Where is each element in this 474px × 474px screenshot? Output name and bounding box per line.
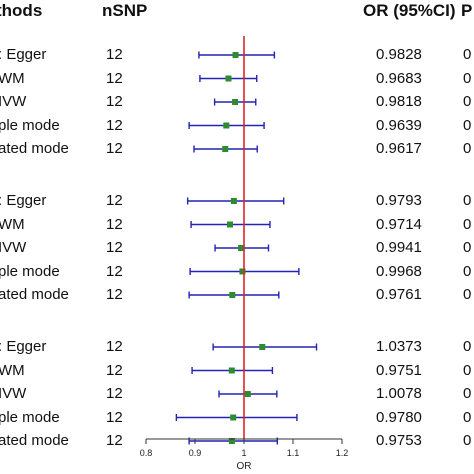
x-tick-label: 1 — [241, 448, 246, 458]
method-label: ple mode — [0, 408, 60, 426]
or-value: 0.9683 — [376, 69, 422, 87]
p-value: 0 — [463, 215, 472, 233]
point-estimate — [222, 146, 229, 152]
nsnp-value: 12 — [106, 262, 123, 280]
method-label: ple mode — [0, 116, 60, 134]
p-value: 0 — [463, 93, 472, 110]
p-value: 0 — [463, 432, 472, 449]
or-value: 0.9818 — [376, 93, 422, 110]
or-value: 0.9761 — [376, 286, 422, 303]
or-value: 0.9828 — [376, 46, 422, 63]
nsnp-value: 12 — [106, 239, 123, 256]
point-estimate — [244, 391, 251, 397]
nsnp-value: 12 — [106, 69, 123, 87]
nsnp-value: 12 — [106, 93, 123, 110]
point-estimate — [232, 52, 239, 58]
method-label: WM — [0, 361, 25, 379]
p-value: 0 — [463, 69, 472, 87]
nsnp-value: 12 — [106, 140, 123, 157]
nsnp-value: 12 — [106, 286, 123, 303]
nsnp-value: 12 — [106, 192, 123, 209]
nsnp-value: 12 — [106, 361, 123, 379]
or-value: 1.0373 — [376, 338, 422, 355]
or-value: 0.9751 — [376, 361, 422, 379]
x-tick-label: 0.8 — [140, 448, 153, 458]
p-value: 0 — [463, 385, 472, 402]
x-tick-label: 1.1 — [287, 448, 300, 458]
point-estimate — [226, 221, 233, 228]
p-value: 0 — [463, 361, 472, 379]
point-estimate — [239, 268, 246, 275]
method-label: WM — [0, 215, 25, 233]
method-label: ated mode — [0, 286, 69, 303]
nsnp-value: 12 — [106, 408, 123, 426]
method-label: IVW — [0, 385, 27, 402]
nsnp-value: 12 — [106, 385, 123, 402]
header-or-ci: OR (95%CI) — [363, 1, 456, 20]
point-estimate — [225, 75, 232, 82]
method-label: ated mode — [0, 432, 69, 449]
method-label: : Egger — [0, 46, 47, 63]
point-estimate — [229, 292, 236, 298]
method-label: : Egger — [0, 192, 47, 209]
nsnp-value: 12 — [106, 215, 123, 233]
x-tick-label: 1.2 — [336, 448, 349, 458]
or-value: 0.9714 — [376, 215, 422, 233]
method-label: ple mode — [0, 262, 60, 280]
x-axis-label: OR — [237, 461, 252, 472]
point-estimate — [228, 367, 235, 374]
or-value: 0.9793 — [376, 192, 422, 209]
p-value: 0 — [463, 408, 472, 426]
point-estimate — [223, 122, 230, 129]
nsnp-value: 12 — [106, 338, 123, 355]
p-value: 0 — [463, 262, 472, 280]
point-estimate — [230, 198, 237, 204]
point-estimate — [228, 438, 235, 444]
or-value: 0.9617 — [376, 140, 422, 157]
or-value: 0.9753 — [376, 432, 422, 449]
p-value: 0 — [463, 338, 472, 355]
point-estimate — [230, 414, 237, 421]
or-value: 1.0078 — [376, 385, 422, 402]
or-value: 0.9639 — [376, 116, 422, 134]
header-p: P — [461, 1, 473, 20]
method-label: ated mode — [0, 140, 69, 157]
p-value: 0 — [463, 46, 472, 63]
p-value: 0 — [463, 140, 472, 157]
method-label: IVW — [0, 239, 27, 256]
p-value: 0 — [463, 239, 472, 256]
method-label: : Egger — [0, 338, 47, 355]
or-value: 0.9780 — [376, 408, 422, 426]
point-estimate — [232, 99, 239, 105]
nsnp-value: 12 — [106, 432, 123, 449]
method-label: WM — [0, 69, 25, 87]
point-estimate — [238, 245, 245, 251]
nsnp-value: 12 — [106, 116, 123, 134]
nsnp-value: 12 — [106, 46, 123, 63]
p-value: 0 — [463, 116, 472, 134]
point-estimate — [259, 344, 266, 350]
header-nsnp: nSNP — [102, 1, 148, 20]
p-value: 0 — [463, 286, 472, 303]
x-tick-label: 0.9 — [189, 448, 202, 458]
or-value: 0.9968 — [376, 262, 422, 280]
p-value: 0 — [463, 192, 472, 209]
header-method: thods — [0, 1, 43, 20]
or-value: 0.9941 — [376, 239, 422, 256]
method-label: IVW — [0, 93, 27, 110]
